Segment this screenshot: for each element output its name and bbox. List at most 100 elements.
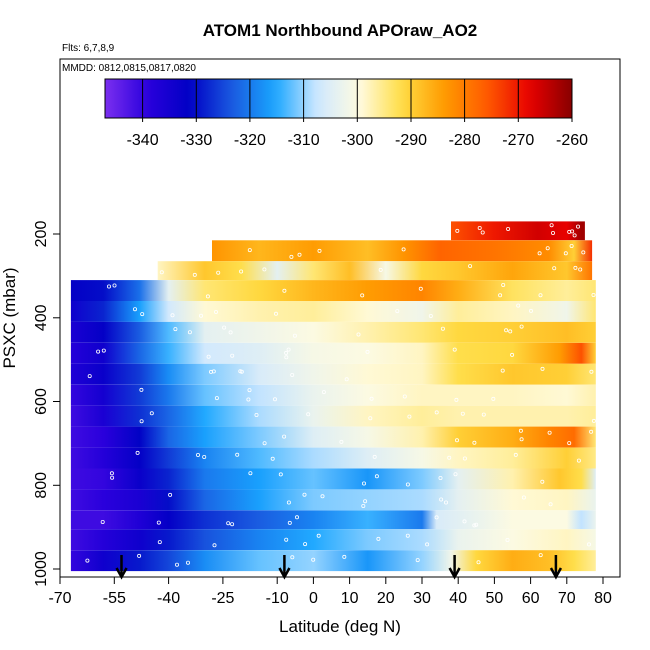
x-axis-label: Latitude (deg N) <box>279 617 401 636</box>
sample-point <box>135 450 140 455</box>
sample-point <box>455 228 460 233</box>
sample-point <box>96 349 101 354</box>
sample-point <box>282 288 287 293</box>
sample-point <box>570 229 575 234</box>
sample-point <box>569 243 574 248</box>
sample-point <box>376 536 381 541</box>
sample-point <box>226 521 231 526</box>
sample-point <box>321 390 326 395</box>
sample-point <box>434 515 439 520</box>
colorbar-tick-label: -320 <box>234 132 266 149</box>
x-tick-label: -55 <box>103 590 126 607</box>
sample-points <box>85 223 596 567</box>
y-tick-label: 800 <box>33 472 50 499</box>
sample-point <box>213 309 218 314</box>
sample-point <box>306 412 311 417</box>
colorbar-tick-label: -290 <box>395 132 427 149</box>
sample-point <box>581 250 586 255</box>
sample-point <box>262 441 267 446</box>
sample-point <box>443 500 448 505</box>
sample-point <box>198 313 203 318</box>
sample-point <box>170 313 175 318</box>
sample-point <box>474 522 479 527</box>
x-tick-label: 70 <box>558 590 576 607</box>
sample-point <box>168 492 173 497</box>
sample-point <box>290 555 295 560</box>
colorbar-tick-label: -260 <box>556 132 588 149</box>
sample-point <box>286 347 291 352</box>
sample-point <box>132 307 137 312</box>
x-axis: -70 -55 -40 -25 -10 0 10 20 30 40 50 60 70 80 <box>48 576 620 607</box>
x-tick-label: 30 <box>413 590 431 607</box>
sample-point <box>589 369 594 374</box>
sample-point <box>149 411 154 416</box>
sample-point <box>294 515 299 520</box>
sample-point <box>453 472 458 477</box>
x-tick-label: 40 <box>449 590 467 607</box>
x-tick-label: -10 <box>266 590 289 607</box>
sample-point <box>289 254 294 259</box>
sample-point <box>447 455 452 460</box>
heatmap-band <box>70 321 596 343</box>
sample-point <box>395 309 400 314</box>
sample-point <box>508 329 513 334</box>
sample-point <box>519 324 524 329</box>
sample-point <box>212 543 217 548</box>
x-tick-label: 50 <box>486 590 504 607</box>
sample-point <box>540 366 545 371</box>
sample-point <box>206 354 211 359</box>
sample-point <box>262 267 267 272</box>
sample-point <box>589 429 594 434</box>
sample-point <box>500 368 505 373</box>
chart-title: ATOM1 Northbound APOraw_AO2 <box>203 21 478 40</box>
sample-point <box>342 554 347 559</box>
sample-point <box>477 225 482 230</box>
sample-point <box>107 284 112 289</box>
sample-point <box>273 311 278 316</box>
colorbar-tick-label: -280 <box>449 132 481 149</box>
sample-point <box>311 557 316 562</box>
sample-point <box>521 495 526 500</box>
sample-point <box>247 248 252 253</box>
sample-point <box>405 482 410 487</box>
sample-point <box>254 412 259 417</box>
heatmap-band <box>157 261 593 280</box>
sample-point <box>480 230 485 235</box>
sample-point <box>297 252 302 257</box>
y-tick-label: 200 <box>33 221 50 248</box>
sample-point <box>452 347 457 352</box>
sample-point <box>549 223 554 228</box>
sample-point <box>159 270 164 275</box>
colorbar-tick-label: -300 <box>341 132 373 149</box>
sample-point <box>361 481 366 486</box>
sample-point <box>87 374 92 379</box>
sample-point <box>287 520 292 525</box>
sample-point <box>504 328 509 333</box>
sample-point <box>402 394 407 399</box>
sample-point <box>454 438 459 443</box>
sample-point <box>284 355 289 360</box>
sample-point <box>246 397 251 402</box>
x-tick-label: 60 <box>522 590 540 607</box>
sample-point <box>112 283 117 288</box>
heatmap-band <box>70 280 596 301</box>
sample-point <box>363 499 368 504</box>
sample-point <box>272 397 277 402</box>
sample-point <box>368 416 373 421</box>
x-tick-label: 0 <box>309 590 318 607</box>
sample-point <box>216 270 221 275</box>
y-axis: 200 400 600 800 1000 <box>33 221 60 587</box>
sample-point <box>573 265 578 270</box>
sample-point <box>139 387 144 392</box>
x-tick-label: 80 <box>594 590 612 607</box>
sample-point <box>440 326 445 331</box>
sample-point <box>498 293 503 298</box>
x-tick-label: -40 <box>157 590 180 607</box>
sample-point <box>238 369 243 374</box>
sample-point <box>278 472 283 477</box>
sample-point <box>270 456 275 461</box>
sample-point <box>85 558 90 563</box>
sample-point <box>369 396 374 401</box>
